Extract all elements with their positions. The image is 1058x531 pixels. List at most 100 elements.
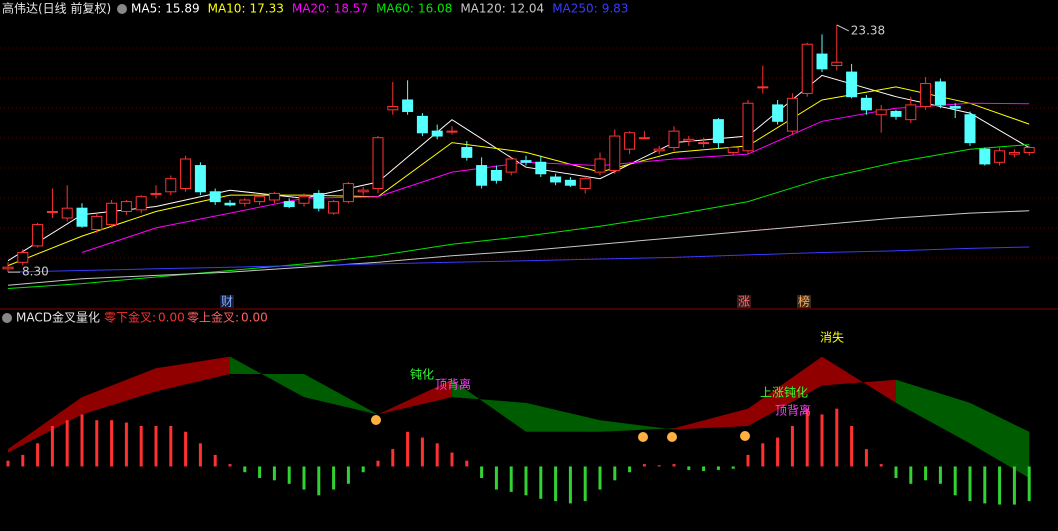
indicator-name: 零上金叉: xyxy=(187,310,239,325)
macd-bar xyxy=(184,431,188,467)
macd-bar xyxy=(613,466,617,481)
macd-bar xyxy=(716,466,720,470)
candle-body xyxy=(964,114,976,144)
ma-line xyxy=(7,74,1030,262)
candle-body xyxy=(994,150,1006,163)
macd-ribbon xyxy=(674,408,748,430)
legend-name: MA250: xyxy=(552,2,598,16)
annotation-leader xyxy=(836,24,850,32)
marker-box xyxy=(220,295,234,308)
candle-body xyxy=(180,158,192,190)
macd-bar xyxy=(864,449,868,467)
menu-icon[interactable] xyxy=(117,4,127,14)
candle-body xyxy=(61,207,73,219)
candle-body xyxy=(638,137,650,140)
candle-body xyxy=(846,71,858,98)
candle-body xyxy=(653,148,665,152)
signal-label: 顶背离 xyxy=(435,377,471,392)
candle-body xyxy=(32,224,44,247)
macd-bar xyxy=(169,426,173,467)
macd-bar xyxy=(524,466,528,496)
macd-bar xyxy=(776,437,780,467)
signal-label: 消失 xyxy=(820,330,844,345)
ma-line xyxy=(7,144,1030,289)
macd-bar xyxy=(361,466,365,473)
candle-body xyxy=(446,130,458,133)
macd-bar xyxy=(894,466,898,478)
candle-body xyxy=(313,192,325,209)
macd-bar xyxy=(287,466,291,484)
macd-bar xyxy=(850,426,854,467)
macd-bar xyxy=(983,466,987,504)
legend-name: MA5: xyxy=(131,2,161,16)
cross-icon xyxy=(371,415,381,425)
signal-label: 上涨钝化 xyxy=(760,385,808,400)
candle-body xyxy=(698,142,710,145)
candle-body xyxy=(357,189,369,193)
macd-bar xyxy=(1027,466,1031,502)
macd-bar xyxy=(672,464,676,467)
signal-label: 顶背离 xyxy=(775,403,811,418)
legend-value: 12.04 xyxy=(510,2,544,16)
candle-body xyxy=(476,165,488,186)
cross-icon xyxy=(740,431,750,441)
macd-bar xyxy=(450,452,454,467)
candle-body xyxy=(224,202,236,206)
candle-body xyxy=(668,130,680,149)
candle-body xyxy=(461,147,473,158)
macd-bar xyxy=(6,460,10,467)
candle-body xyxy=(609,135,621,171)
cross-icon xyxy=(638,432,648,442)
candle-body xyxy=(920,83,932,108)
macd-bar xyxy=(376,460,380,467)
legend: MA5: 15.89 MA10: 17.33 MA20: 18.57 MA60: 16.08 M… xyxy=(131,2,628,16)
macd-bar xyxy=(568,466,572,504)
candle-body xyxy=(712,119,724,144)
macd-bar xyxy=(228,464,232,467)
candle-body xyxy=(831,61,843,67)
macd-bar xyxy=(36,443,40,467)
indicator-value: 0.00 xyxy=(158,311,185,325)
macd-bar xyxy=(835,408,839,467)
candle-body xyxy=(905,104,917,121)
candle-body xyxy=(550,176,562,183)
macd-bar xyxy=(302,466,306,490)
candle-body xyxy=(194,165,206,193)
indicator-name: 零下金叉: xyxy=(104,310,156,325)
macd-bar xyxy=(243,466,247,473)
macd-bar xyxy=(346,466,350,484)
ma-line xyxy=(7,210,1030,286)
marker: 榜 xyxy=(798,294,810,309)
macd-bar xyxy=(539,466,543,499)
candle-body xyxy=(2,266,14,270)
macd-bar xyxy=(139,426,143,467)
candle-body xyxy=(520,160,532,163)
macd-bar xyxy=(642,464,646,467)
chart-title: 高伟达(日线 前复权) xyxy=(2,1,111,16)
macd-bar xyxy=(420,437,424,467)
macd-bar xyxy=(998,466,1002,505)
candle-body xyxy=(683,138,695,142)
candle-body xyxy=(17,251,29,263)
macd-bar xyxy=(554,466,558,502)
candle-body xyxy=(742,102,754,152)
macd-bar xyxy=(80,414,84,467)
candle-body xyxy=(135,196,147,211)
candle-body xyxy=(727,147,739,153)
candle-body xyxy=(150,192,162,195)
menu-icon[interactable] xyxy=(2,313,12,323)
cross-icon xyxy=(667,432,677,442)
macd-bar xyxy=(583,466,587,502)
legend-name: MA120: xyxy=(460,2,506,16)
candle-body xyxy=(1023,147,1035,153)
candle-body xyxy=(801,43,813,94)
candle-body xyxy=(402,99,414,112)
candle-body xyxy=(431,130,443,137)
macd-bar xyxy=(598,466,602,490)
macd-ribbon xyxy=(970,402,1030,478)
macd-panel xyxy=(6,356,1031,505)
candle-body xyxy=(254,196,266,203)
legend-name: MA20: xyxy=(292,2,330,16)
